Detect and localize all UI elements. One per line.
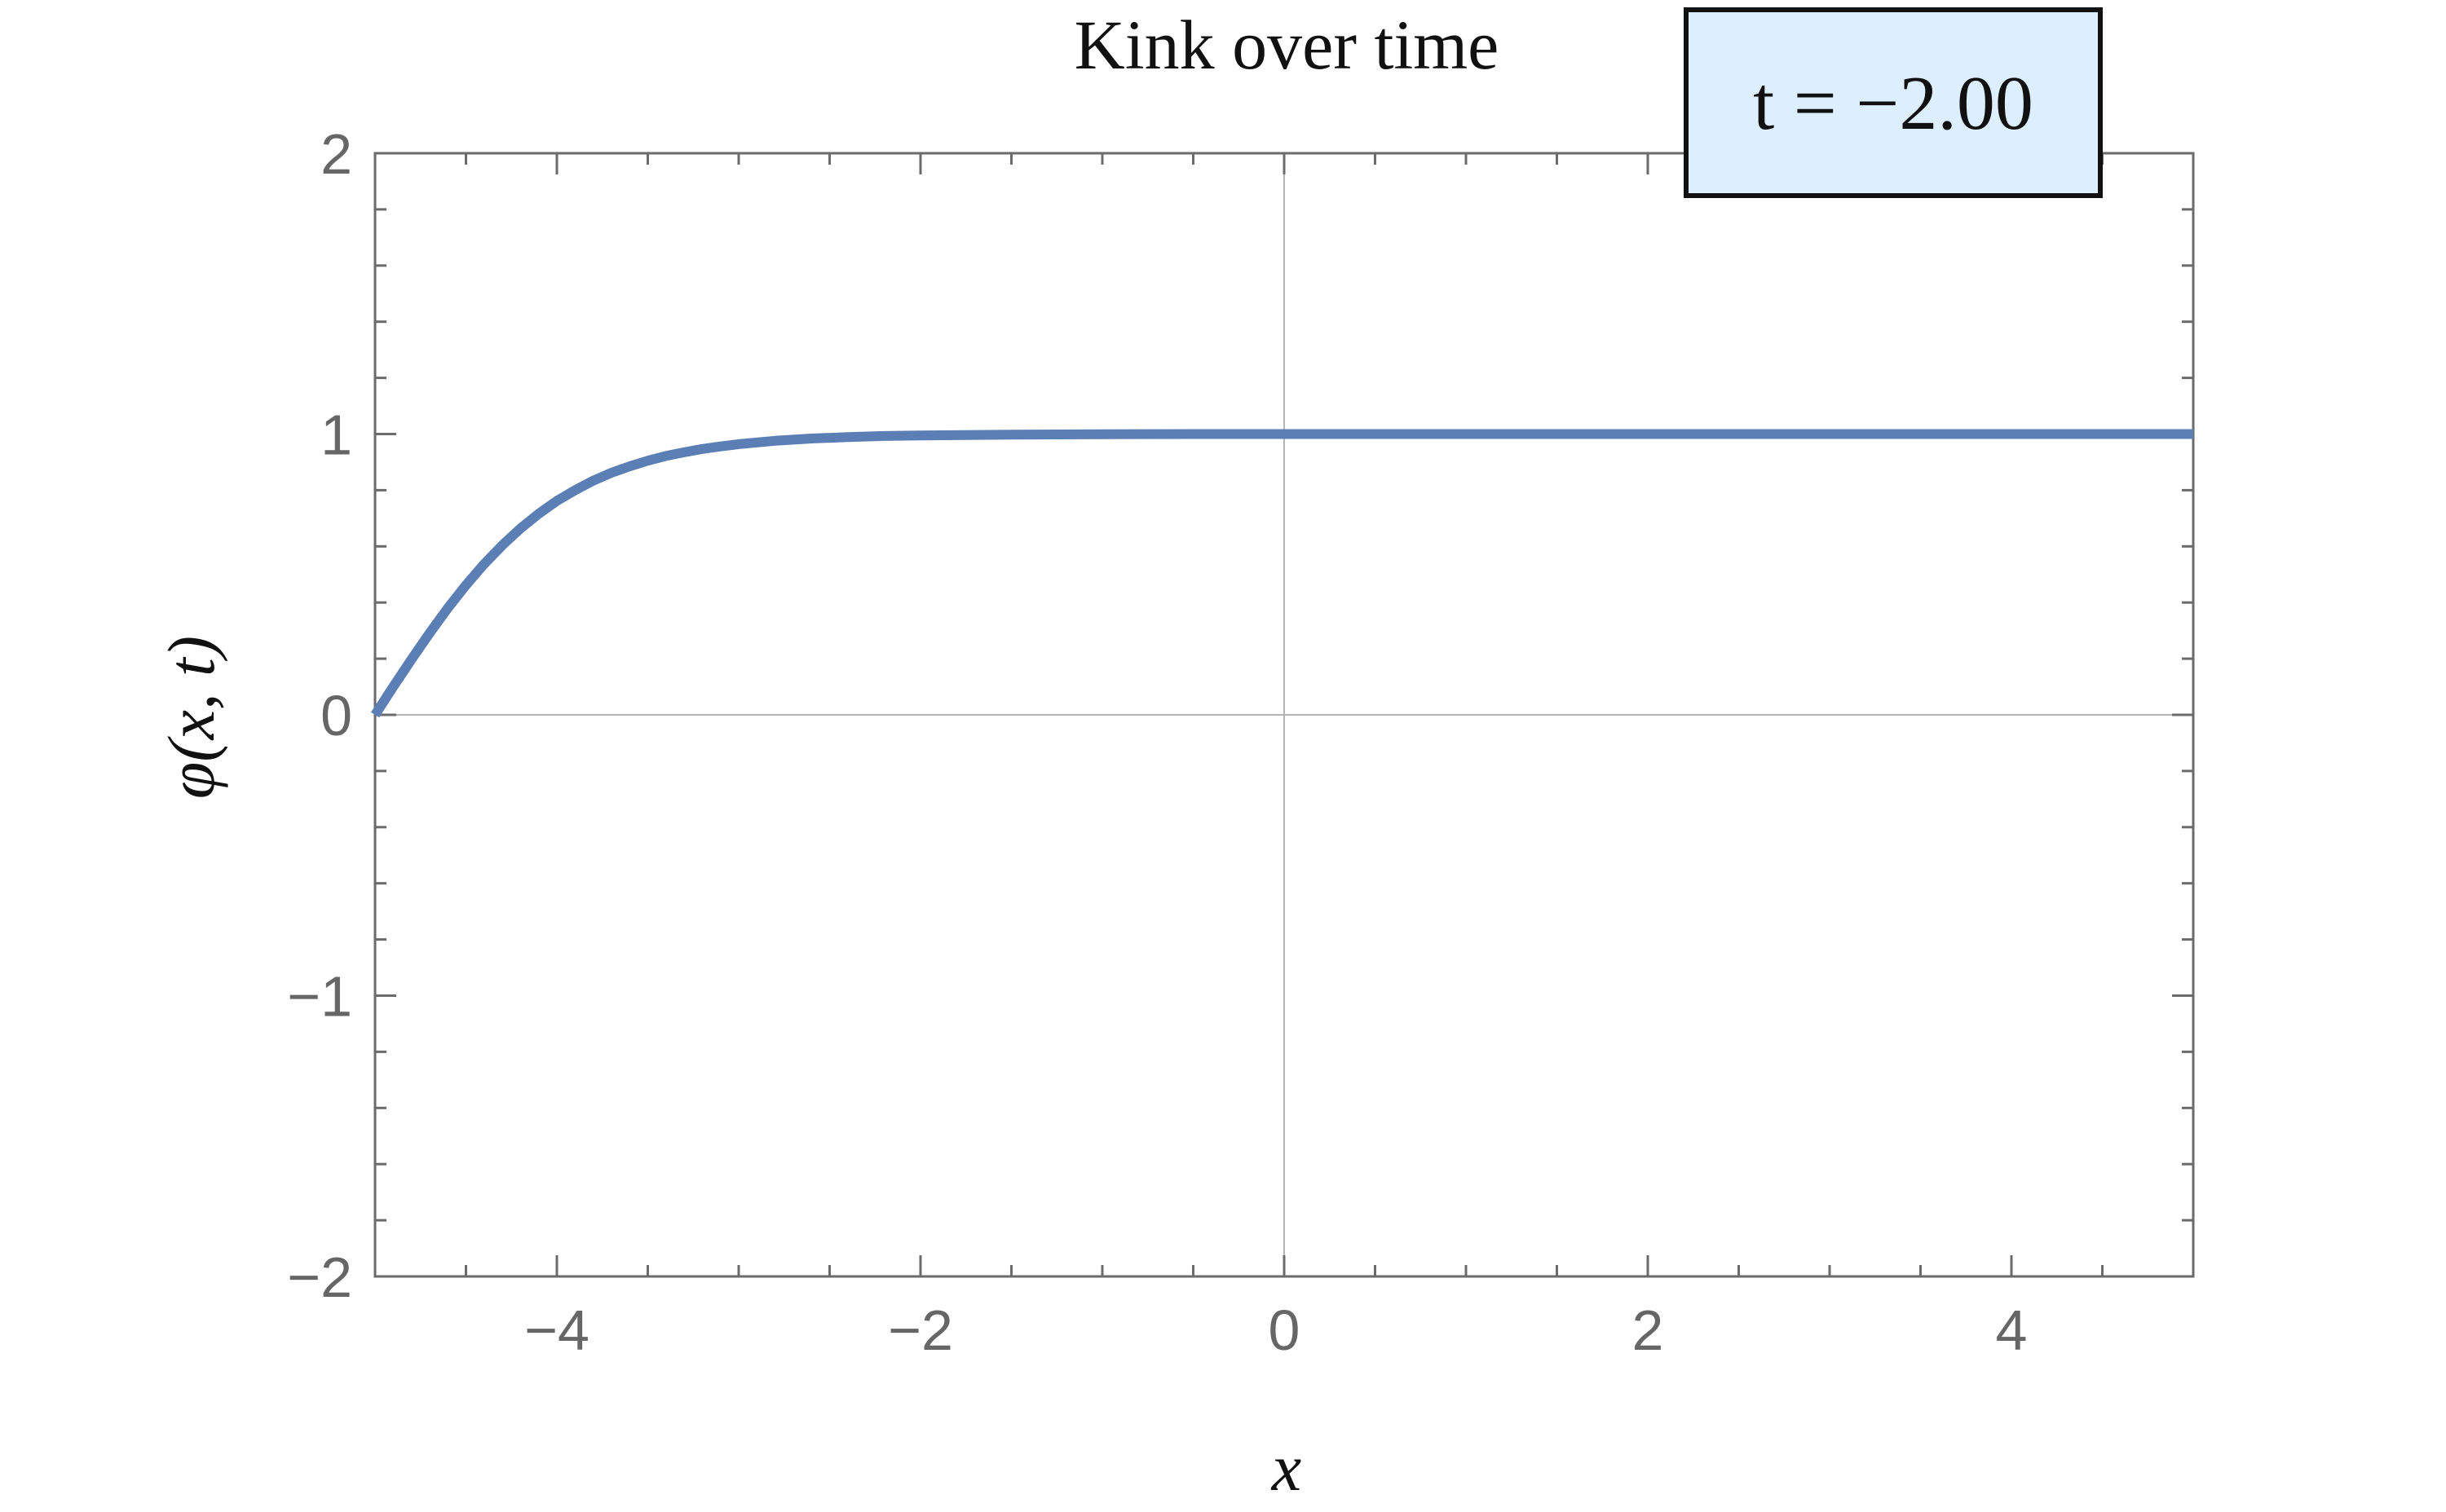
x-tick-label: −4: [524, 1298, 589, 1362]
x-tick-label: 4: [1996, 1298, 2028, 1362]
y-tick-labels: −2 −1 0 1 2: [287, 122, 352, 1309]
kink-curve: [370, 429, 2193, 718]
time-label-box: [1684, 7, 2103, 198]
y-tick-label: 1: [320, 403, 352, 467]
x-tick-label: 2: [1632, 1298, 1664, 1362]
time-label: t = −2.00: [1753, 61, 2033, 146]
y-tick-label: 2: [320, 122, 352, 186]
y-tick-label: −1: [287, 965, 352, 1029]
x-tick-label: 0: [1269, 1298, 1300, 1362]
x-tick-labels: −4 −2 0 2 4: [524, 1298, 2027, 1362]
y-axis-label: φ(x, t): [154, 636, 228, 799]
y-tick-label: 0: [320, 684, 352, 747]
chart-title: Kink over time: [1075, 6, 1499, 84]
x-tick-label: −2: [888, 1298, 953, 1362]
y-tick-label: −2: [287, 1245, 352, 1309]
x-axis-label: x: [1271, 1430, 1301, 1505]
